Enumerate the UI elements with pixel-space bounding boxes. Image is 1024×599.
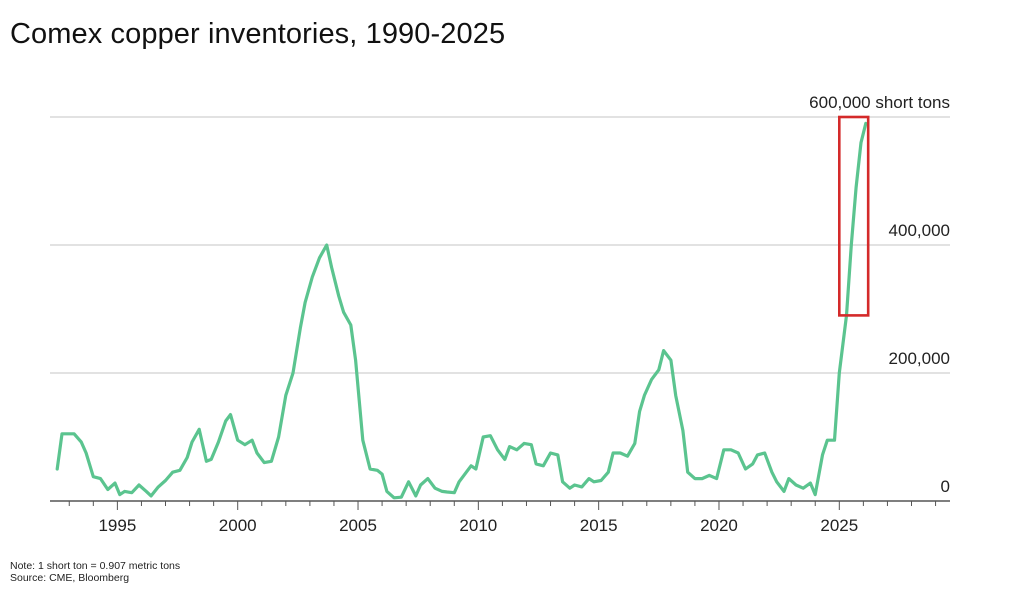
y-tick-label: 200,000 <box>889 349 950 368</box>
y-tick-label: 400,000 <box>889 221 950 240</box>
x-tick-label: 2005 <box>339 516 377 535</box>
footnote: Note: 1 short ton = 0.907 metric tons <box>10 560 181 572</box>
series-layer <box>55 121 868 500</box>
y-tick-label: 0 <box>941 477 950 496</box>
x-tick-label: 2010 <box>459 516 497 535</box>
inventory-series-line <box>55 121 868 500</box>
x-axis: 1995 2000 2005 2010 2015 2020 2025 <box>50 500 950 535</box>
x-tick-label: 2025 <box>820 516 858 535</box>
y-tick-label: 600,000 short tons <box>809 93 950 112</box>
annotation-layer <box>838 115 870 317</box>
x-tick-label: 2015 <box>580 516 618 535</box>
chart-title: Comex copper inventories, 1990-2025 <box>10 18 506 50</box>
x-tick-label: 2000 <box>219 516 257 535</box>
x-tick-label: 2020 <box>700 516 738 535</box>
y-tick-labels: 0 200,000 400,000 600,000 short tons <box>809 93 950 496</box>
x-tick-label: 1995 <box>98 516 136 535</box>
source-note: Source: CME, Bloomberg <box>10 572 130 584</box>
gridlines <box>50 116 950 374</box>
highlight-box <box>838 115 870 317</box>
